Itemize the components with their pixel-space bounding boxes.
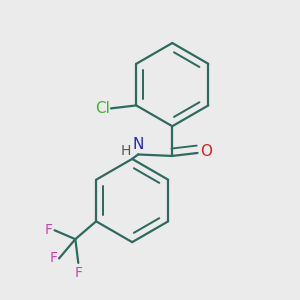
Text: H: H: [120, 144, 131, 158]
Text: N: N: [132, 137, 144, 152]
Text: F: F: [50, 251, 58, 266]
Text: Cl: Cl: [94, 101, 110, 116]
Text: F: F: [74, 266, 82, 280]
Text: F: F: [45, 223, 53, 237]
Text: O: O: [200, 144, 212, 159]
